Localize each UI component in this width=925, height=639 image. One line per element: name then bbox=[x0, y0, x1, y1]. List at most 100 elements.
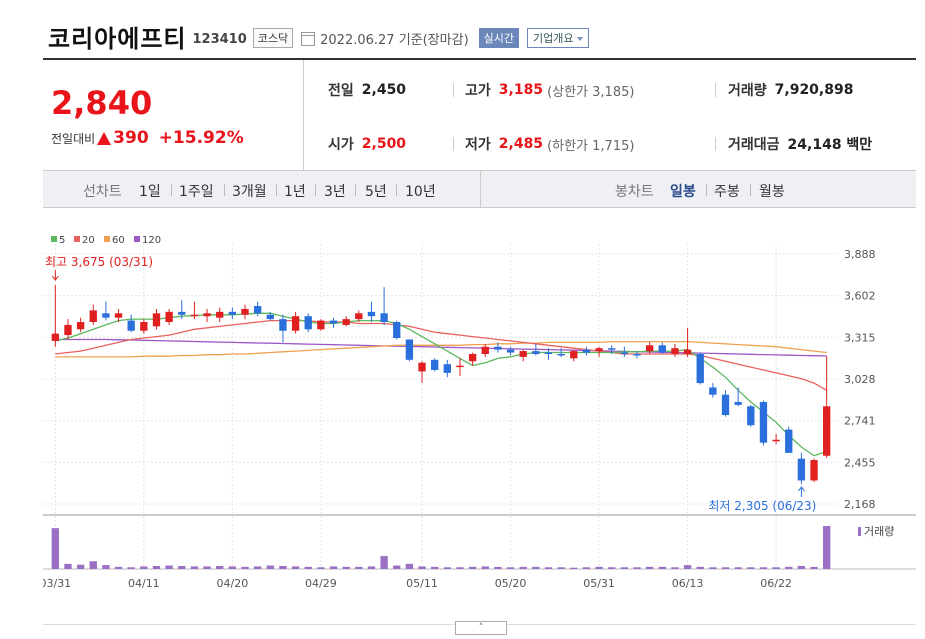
volume-bar bbox=[102, 565, 110, 569]
candle-body bbox=[89, 310, 97, 323]
tab-monthly[interactable]: 월봉 bbox=[759, 184, 785, 200]
tab-group-divider bbox=[480, 171, 481, 207]
tab-5y[interactable]: 5년 bbox=[365, 184, 387, 200]
volume-bar bbox=[266, 565, 274, 569]
chart-svg: 3,888 3,602 3,315 3,028 2,741 2,455 2,168 03/31… bbox=[39, 235, 916, 590]
legend-swatch-ma20 bbox=[74, 236, 80, 242]
volume-bar bbox=[608, 567, 616, 569]
tab-1d[interactable]: 1일 bbox=[139, 184, 161, 200]
volume-bar bbox=[253, 566, 262, 569]
volume-bar bbox=[279, 565, 287, 569]
volume-bar bbox=[785, 566, 793, 569]
legend-label-ma20: 20 bbox=[82, 235, 95, 246]
volume-bar bbox=[544, 567, 553, 569]
volume-bar bbox=[721, 567, 730, 569]
tab-1y[interactable]: 1년 bbox=[284, 184, 306, 200]
volume-bar bbox=[304, 566, 312, 569]
legend-label-ma60: 60 bbox=[112, 235, 125, 246]
change-label: 전일대비 bbox=[51, 131, 96, 146]
current-price: 2,840 bbox=[51, 84, 153, 122]
candle-body bbox=[595, 348, 603, 352]
volume-bar bbox=[228, 566, 237, 569]
candle-body bbox=[152, 313, 161, 327]
candle-body bbox=[494, 346, 502, 350]
candle-body bbox=[468, 354, 477, 362]
candle-body bbox=[279, 319, 287, 331]
candle-body bbox=[140, 322, 148, 331]
candle-body bbox=[102, 313, 110, 318]
candle-body bbox=[241, 308, 249, 315]
amount-label: 거래대금 bbox=[728, 137, 780, 153]
volume-bar bbox=[152, 565, 161, 569]
candle-body bbox=[608, 348, 616, 350]
candle-body bbox=[266, 314, 274, 320]
candle-body bbox=[645, 345, 654, 352]
candle-body bbox=[696, 354, 704, 384]
divider bbox=[715, 83, 716, 97]
stock-code: 123410 bbox=[192, 31, 247, 47]
volume-bar bbox=[51, 528, 59, 569]
tab-weekly[interactable]: 주봉 bbox=[714, 184, 740, 200]
volume-bar bbox=[241, 566, 249, 569]
y-tick-label: 2,168 bbox=[844, 498, 876, 511]
volume-bar bbox=[696, 566, 704, 569]
candle-body bbox=[772, 439, 780, 442]
candle-body bbox=[532, 351, 540, 354]
x-tick-label: 05/31 bbox=[583, 577, 615, 590]
tab-10y[interactable]: 10년 bbox=[405, 184, 436, 200]
candle-chart-label: 봉차트 bbox=[615, 184, 654, 200]
open-label: 시가 bbox=[328, 137, 354, 153]
volume-bar bbox=[759, 567, 768, 569]
y-tick-label: 3,888 bbox=[844, 248, 876, 261]
volume-bar bbox=[671, 567, 679, 569]
volume-bar bbox=[76, 564, 85, 569]
change-row: 전일대비 390 +15.92% bbox=[51, 128, 244, 148]
candle-body bbox=[342, 319, 350, 325]
trade-amount: 거래대금 24,148 백만 bbox=[728, 134, 872, 154]
x-tick-label: 04/29 bbox=[305, 577, 337, 590]
y-tick-label: 2,741 bbox=[844, 415, 876, 428]
divider bbox=[276, 184, 277, 196]
tab-1w[interactable]: 1주일 bbox=[179, 184, 214, 200]
tab-3m[interactable]: 3개월 bbox=[232, 184, 267, 200]
candle-body bbox=[367, 311, 376, 317]
candle-body bbox=[380, 313, 388, 323]
high-arrow-head-icon bbox=[51, 275, 59, 281]
volume-legend-swatch bbox=[858, 527, 861, 536]
volume-label: 거래량 bbox=[728, 83, 767, 99]
price-summary: 2,840 전일대비 390 +15.92% 전일 2,450 고가 3,185… bbox=[43, 58, 916, 171]
tab-3y[interactable]: 3년 bbox=[324, 184, 346, 200]
realtime-button[interactable]: 실시간 bbox=[478, 28, 520, 48]
volume-bar bbox=[532, 566, 540, 569]
candle-body bbox=[405, 339, 414, 360]
candle-body bbox=[456, 365, 464, 368]
volume-bar bbox=[595, 566, 603, 569]
high-label: 고가 bbox=[465, 83, 491, 99]
candle-body bbox=[418, 362, 426, 372]
upper-limit: (상한가 3,185) bbox=[547, 84, 635, 100]
candle-body bbox=[190, 314, 199, 317]
candle-body bbox=[216, 311, 224, 318]
candle-body bbox=[570, 351, 578, 359]
open-price: 시가 2,500 bbox=[328, 134, 406, 154]
volume-bar bbox=[823, 526, 831, 569]
candle-body bbox=[683, 349, 692, 354]
company-overview-button[interactable]: 기업개요 bbox=[527, 28, 589, 48]
volume-bar bbox=[178, 565, 186, 569]
line-chart-label: 선차트 bbox=[83, 184, 122, 200]
candle-body bbox=[582, 349, 591, 353]
volume-bar bbox=[291, 566, 300, 569]
divider bbox=[706, 184, 707, 196]
tab-daily[interactable]: 일봉 bbox=[670, 184, 696, 200]
volume-bar bbox=[380, 556, 388, 569]
volume-bar bbox=[772, 567, 780, 569]
candle-body bbox=[228, 311, 237, 315]
collapse-handle[interactable]: ˄ bbox=[455, 621, 507, 635]
volume-bar bbox=[481, 566, 489, 569]
volume: 거래량 7,920,898 bbox=[728, 80, 853, 100]
stock-chart: 3,888 3,602 3,315 3,028 2,741 2,455 2,168 03/31… bbox=[39, 207, 916, 627]
candle-body bbox=[329, 320, 338, 324]
prev-close: 전일 2,450 bbox=[328, 80, 406, 100]
candle-body bbox=[747, 406, 755, 426]
base-date: 2022.06.27 기준(장마감) bbox=[320, 32, 469, 48]
